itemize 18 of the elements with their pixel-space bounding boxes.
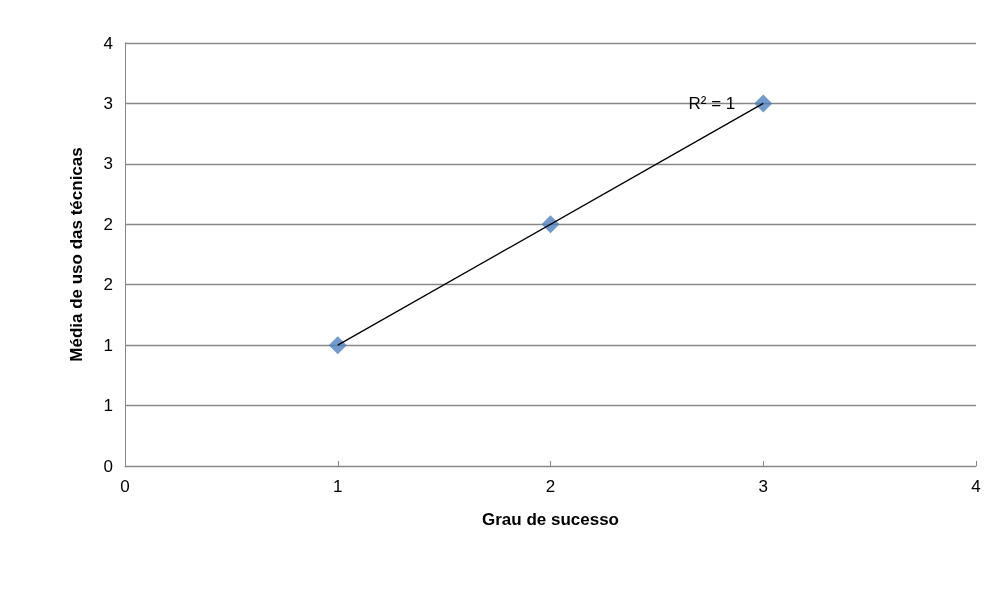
annotation: R² = 1 bbox=[688, 93, 736, 113]
y-tick-label: 2 bbox=[103, 214, 113, 234]
x-axis-title: Grau de sucesso bbox=[481, 510, 620, 529]
y-tick-label: 1 bbox=[103, 396, 113, 416]
y-axis-title: Média de uso das técnicas bbox=[67, 147, 86, 362]
x-tick-label: 4 bbox=[971, 477, 981, 496]
point bbox=[328, 336, 347, 355]
y-tick-label: 4 bbox=[103, 33, 113, 53]
y-tick-label: 3 bbox=[103, 93, 113, 113]
y-tick-label: 3 bbox=[103, 154, 113, 174]
y-tick-label: 2 bbox=[103, 275, 113, 295]
x-tick-label: 0 bbox=[120, 477, 130, 496]
y-tick-label: 0 bbox=[103, 456, 113, 476]
y-tick-label: 1 bbox=[103, 335, 113, 355]
x-tick-label: 2 bbox=[545, 477, 556, 496]
x-tick-label: 1 bbox=[333, 477, 343, 496]
x-tick-label: 3 bbox=[758, 477, 768, 496]
point bbox=[754, 94, 773, 113]
